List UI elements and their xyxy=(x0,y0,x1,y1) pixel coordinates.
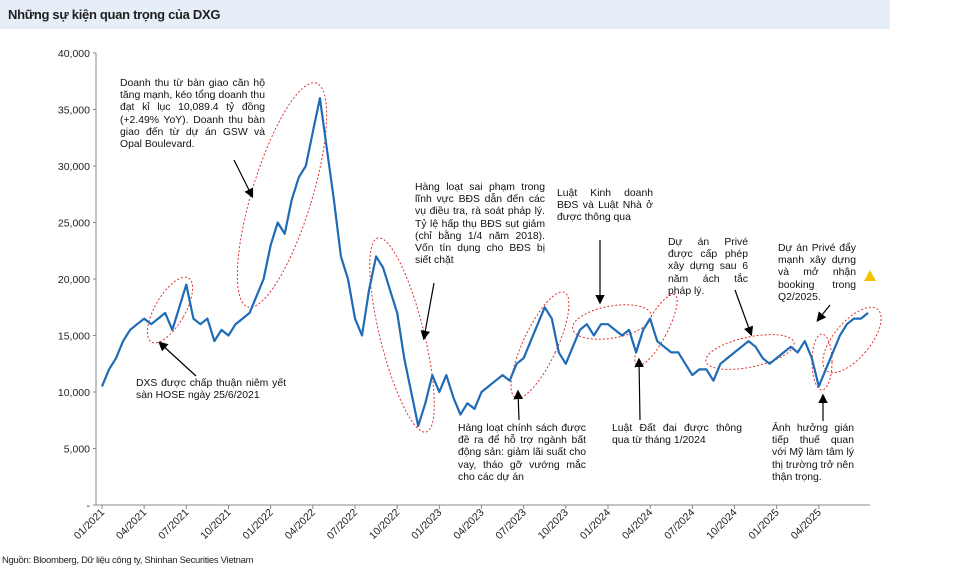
x-tick-label: 01/2022 xyxy=(240,507,275,542)
x-tick-label: 10/2024 xyxy=(704,507,739,542)
annotation: Dự án Privé đẩy mạnh xây dựng và mở nhận… xyxy=(778,243,856,303)
arrows xyxy=(158,159,831,421)
x-tick-label: 07/2024 xyxy=(662,507,697,542)
price-line xyxy=(100,97,869,427)
annotation: Hàng loạt sai phạm trong lĩnh vực BĐS dẫ… xyxy=(415,182,545,267)
y-tick-label: 15,000 xyxy=(58,331,90,343)
x-tick-label: 01/2024 xyxy=(578,507,613,542)
chart-title: Những sự kiện quan trọng của DXG xyxy=(8,7,221,22)
y-tick-label: - xyxy=(87,500,91,512)
x-tick-label: 04/2024 xyxy=(620,507,655,542)
annotation: Ảnh hưởng gián tiếp thuế quan với Mỹ làm… xyxy=(772,423,854,483)
y-tick-label: 40,000 xyxy=(58,48,90,60)
y-tick-label: 10,000 xyxy=(58,387,90,399)
x-tick-label: 01/2023 xyxy=(409,507,444,542)
header-bar xyxy=(0,0,890,29)
annotation: Luật Kinh doanh BĐS và Luật Nhà ở được t… xyxy=(557,188,653,224)
y-tick-label: 20,000 xyxy=(58,274,90,286)
y-tick-label: 25,000 xyxy=(58,218,90,230)
x-tick-label: 10/2022 xyxy=(367,507,402,542)
y-tick-label: 5,000 xyxy=(64,444,90,456)
source-note: Nguồn: Bloomberg, Dữ liệu công ty, Shinh… xyxy=(2,555,254,566)
annotation: Luật Đất đai được thông qua từ tháng 1/2… xyxy=(612,423,742,447)
annotation: Hàng loạt chính sách được đề ra để hỗ tr… xyxy=(458,423,586,483)
x-tick-label: 04/2021 xyxy=(114,507,149,542)
annotation: Dự án Privé được cấp phép xây dựng sau 6… xyxy=(668,237,748,297)
annotation: Doanh thu từ bàn giao căn hộ tăng mạnh, … xyxy=(120,78,265,151)
marker-triangle xyxy=(864,270,876,281)
x-tick-label: 04/2022 xyxy=(283,507,318,542)
annotation: DXS được chấp thuận niêm yết sàn HOSE ng… xyxy=(136,378,286,402)
x-tick-label: 07/2021 xyxy=(156,507,191,542)
x-tick-label: 07/2023 xyxy=(493,507,528,542)
x-tick-label: 04/2023 xyxy=(451,507,486,542)
x-tick-label: 07/2022 xyxy=(325,507,360,542)
y-tick-label: 35,000 xyxy=(58,105,90,117)
x-tick-label: 01/2025 xyxy=(746,507,781,542)
x-tick-label: 04/2025 xyxy=(789,507,824,542)
x-tick-label: 10/2023 xyxy=(536,507,571,542)
x-tick-label: 10/2021 xyxy=(198,507,233,542)
y-tick-label: 30,000 xyxy=(58,161,90,173)
